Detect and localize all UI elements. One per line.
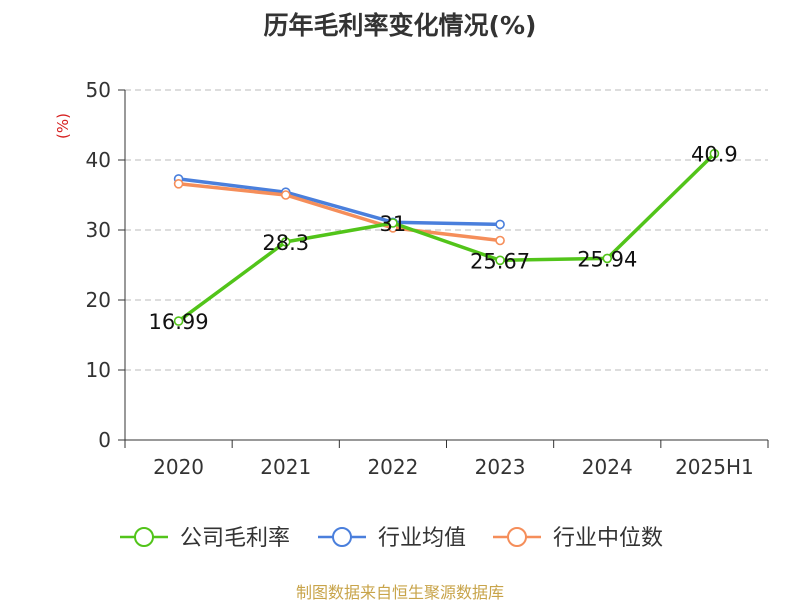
series-line bbox=[178, 177, 501, 227]
x-tick-label: 2022 bbox=[367, 455, 418, 479]
data-labels: 16.99 28.3 31 25.67 25.94 40.9 bbox=[149, 143, 738, 334]
data-point bbox=[173, 179, 184, 189]
data-point bbox=[388, 218, 398, 228]
legend-label: 行业均值 bbox=[378, 526, 466, 551]
data-point bbox=[495, 219, 505, 230]
legend-label: 行业中位数 bbox=[553, 526, 663, 551]
axes: 0 10 20 30 40 50 (%) 2020 2021 2022 2023 2024 2025H1 bbox=[54, 78, 769, 479]
data-label: 31 bbox=[380, 212, 407, 236]
data-label: 40.9 bbox=[691, 143, 738, 167]
series-line bbox=[178, 182, 501, 243]
x-tick-label: 2025H1 bbox=[675, 455, 754, 479]
legend-marker bbox=[332, 527, 352, 547]
data-label: 25.94 bbox=[577, 247, 637, 271]
legend-item: 行业均值 bbox=[318, 526, 466, 551]
legend-marker bbox=[134, 527, 154, 547]
legend-label: 公司毛利率 bbox=[180, 526, 290, 551]
data-point bbox=[495, 235, 505, 246]
y-unit-label: (%) bbox=[54, 113, 72, 139]
legend-item: 公司毛利率 bbox=[120, 526, 290, 551]
series-line bbox=[177, 152, 716, 323]
x-tick-label: 2020 bbox=[153, 455, 204, 479]
legend: 公司毛利率 行业均值 行业中位数 bbox=[120, 526, 663, 551]
x-tick-label: 2024 bbox=[582, 455, 633, 479]
legend-marker bbox=[507, 527, 527, 547]
data-point bbox=[709, 148, 720, 159]
chart-title: 历年毛利率变化情况(%) bbox=[263, 11, 537, 40]
data-label: 28.3 bbox=[262, 231, 309, 255]
x-tick-label: 2023 bbox=[475, 455, 526, 479]
data-label: 25.67 bbox=[470, 249, 530, 273]
y-tick-label: 40 bbox=[86, 148, 111, 172]
x-tick-label: 2021 bbox=[260, 455, 311, 479]
series-lines bbox=[173, 148, 720, 326]
data-point bbox=[602, 253, 613, 264]
gridlines bbox=[125, 89, 768, 371]
y-tick-label: 0 bbox=[98, 428, 111, 452]
data-point bbox=[280, 237, 291, 247]
y-tick-label: 30 bbox=[86, 218, 111, 242]
data-point bbox=[495, 255, 505, 266]
source-note: 制图数据来自恒生聚源数据库 bbox=[295, 583, 504, 602]
y-tick-label: 20 bbox=[86, 288, 111, 312]
data-label: 16.99 bbox=[149, 310, 209, 334]
data-point bbox=[280, 190, 291, 200]
legend-item: 行业中位数 bbox=[493, 526, 663, 551]
y-tick-label: 50 bbox=[86, 78, 111, 102]
y-tick-label: 10 bbox=[86, 358, 111, 382]
data-point bbox=[173, 316, 184, 326]
